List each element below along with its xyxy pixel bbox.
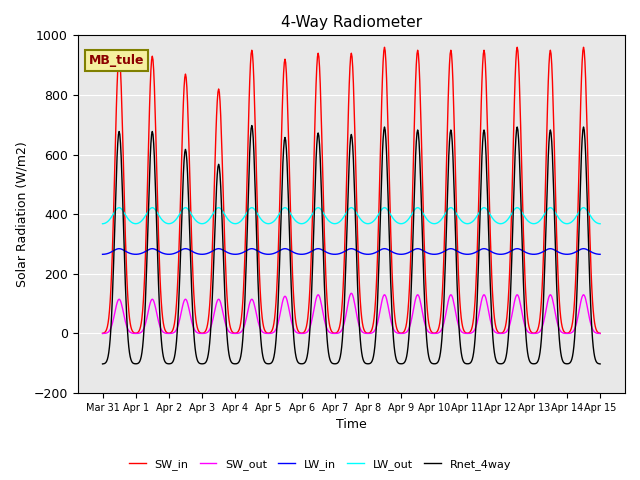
LW_out — [148, 205, 156, 211]
SW_in — [208, 263, 216, 269]
LW_out — [209, 212, 216, 217]
LW_out — [230, 221, 237, 227]
Rnet_4way — [99, 361, 106, 367]
Y-axis label: Solar Radiation (W/m2): Solar Radiation (W/m2) — [15, 141, 28, 287]
SW_in — [392, 320, 399, 325]
Line: SW_out: SW_out — [102, 293, 600, 334]
SW_in — [551, 180, 559, 185]
SW_in — [596, 330, 604, 336]
SW_out — [99, 331, 106, 336]
LW_out — [551, 210, 559, 216]
X-axis label: Time: Time — [336, 419, 367, 432]
SW_in — [513, 44, 521, 50]
Line: LW_in: LW_in — [102, 249, 600, 254]
SW_out — [392, 330, 400, 336]
SW_out — [596, 331, 604, 336]
SW_in — [343, 154, 351, 160]
Rnet_4way — [442, 260, 449, 266]
LW_in — [596, 252, 604, 257]
LW_in — [148, 246, 156, 252]
Line: Rnet_4way: Rnet_4way — [102, 126, 600, 364]
Rnet_4way — [551, 238, 559, 244]
SW_out — [348, 290, 355, 296]
LW_out — [99, 221, 106, 227]
LW_in — [230, 252, 237, 257]
SW_out — [442, 313, 449, 319]
SW_out — [343, 305, 351, 311]
SW_out — [229, 331, 237, 336]
LW_out — [344, 207, 352, 213]
LW_out — [596, 221, 604, 227]
Text: MB_tule: MB_tule — [88, 54, 144, 67]
SW_out — [551, 310, 559, 316]
Rnet_4way — [229, 360, 237, 366]
LW_in — [344, 247, 352, 252]
LW_in — [392, 251, 400, 256]
Rnet_4way — [208, 308, 216, 314]
Rnet_4way — [344, 196, 352, 202]
SW_out — [208, 321, 216, 327]
Rnet_4way — [392, 356, 400, 362]
SW_in — [99, 330, 106, 336]
Line: SW_in: SW_in — [102, 47, 600, 333]
LW_in — [99, 252, 106, 257]
LW_out — [392, 219, 400, 225]
SW_in — [229, 330, 237, 336]
SW_in — [441, 230, 449, 236]
Rnet_4way — [248, 123, 255, 129]
LW_in — [551, 247, 559, 253]
Title: 4-Way Radiometer: 4-Way Radiometer — [281, 15, 422, 30]
Legend: SW_in, SW_out, LW_in, LW_out, Rnet_4way: SW_in, SW_out, LW_in, LW_out, Rnet_4way — [125, 455, 515, 474]
LW_in — [209, 248, 216, 254]
LW_out — [442, 211, 449, 216]
Rnet_4way — [596, 361, 604, 367]
Line: LW_out: LW_out — [102, 208, 600, 224]
LW_in — [442, 248, 449, 253]
